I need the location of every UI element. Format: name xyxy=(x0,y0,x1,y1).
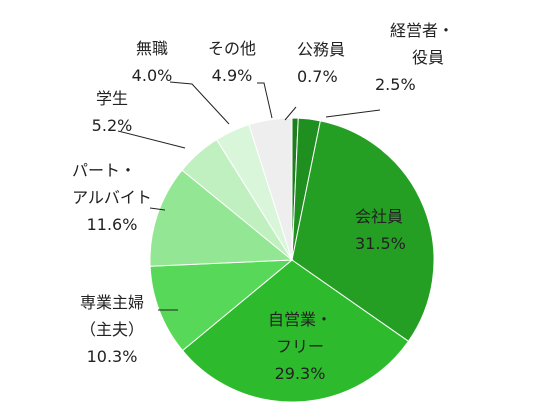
slice-value-label: 5.2% xyxy=(92,116,133,135)
slice-value-label: 10.3% xyxy=(87,347,138,366)
slice-value-label: 4.9% xyxy=(212,66,253,85)
slice-value-label: 0.7% xyxy=(297,67,338,86)
slice-value-label: 29.3% xyxy=(275,364,326,383)
slice-category-label: 役員 xyxy=(412,48,444,67)
slice-category-label: パート・ xyxy=(72,161,136,180)
slice-value-label: 11.6% xyxy=(87,215,138,234)
slice-labels: 公務員 0.7% 経営者・役員 2.5% 会社員 31.5% 自営業・フリー 29.3% 専業主… xyxy=(72,21,454,383)
slice-category-label: （主夫） xyxy=(80,320,144,339)
pie-slice xyxy=(291,120,435,342)
leader-line xyxy=(257,82,273,119)
slice-category-label: 公務員 xyxy=(297,40,345,59)
slice-category-label: 自営業・ xyxy=(268,310,332,329)
pie-slice xyxy=(149,259,294,352)
leader-lines xyxy=(117,81,381,311)
leader-line xyxy=(284,106,297,121)
leader-line xyxy=(117,130,186,149)
pie-slice xyxy=(149,169,294,267)
leader-line xyxy=(325,109,381,118)
slice-value-label: 31.5% xyxy=(355,234,406,253)
slice-category-label: アルバイト xyxy=(72,188,152,207)
pie-slice xyxy=(248,117,293,261)
pie-slice xyxy=(181,259,410,403)
slice-value-label: 4.0% xyxy=(132,66,173,85)
leader-line xyxy=(149,207,166,211)
slice-category-label: 経営者・ xyxy=(390,21,454,40)
slice-category-label: フリー xyxy=(276,337,324,356)
slice-category-label: 専業主婦 xyxy=(80,293,144,312)
slice-value-label: 2.5% xyxy=(375,75,416,94)
slice-category-label: 学生 xyxy=(96,89,128,108)
slice-category-label: 会社員 xyxy=(355,207,403,226)
slice-category-label: 無職 xyxy=(136,39,168,58)
pie-slices xyxy=(149,117,435,403)
leader-line xyxy=(169,81,230,125)
slice-category-label: その他 xyxy=(208,39,256,58)
